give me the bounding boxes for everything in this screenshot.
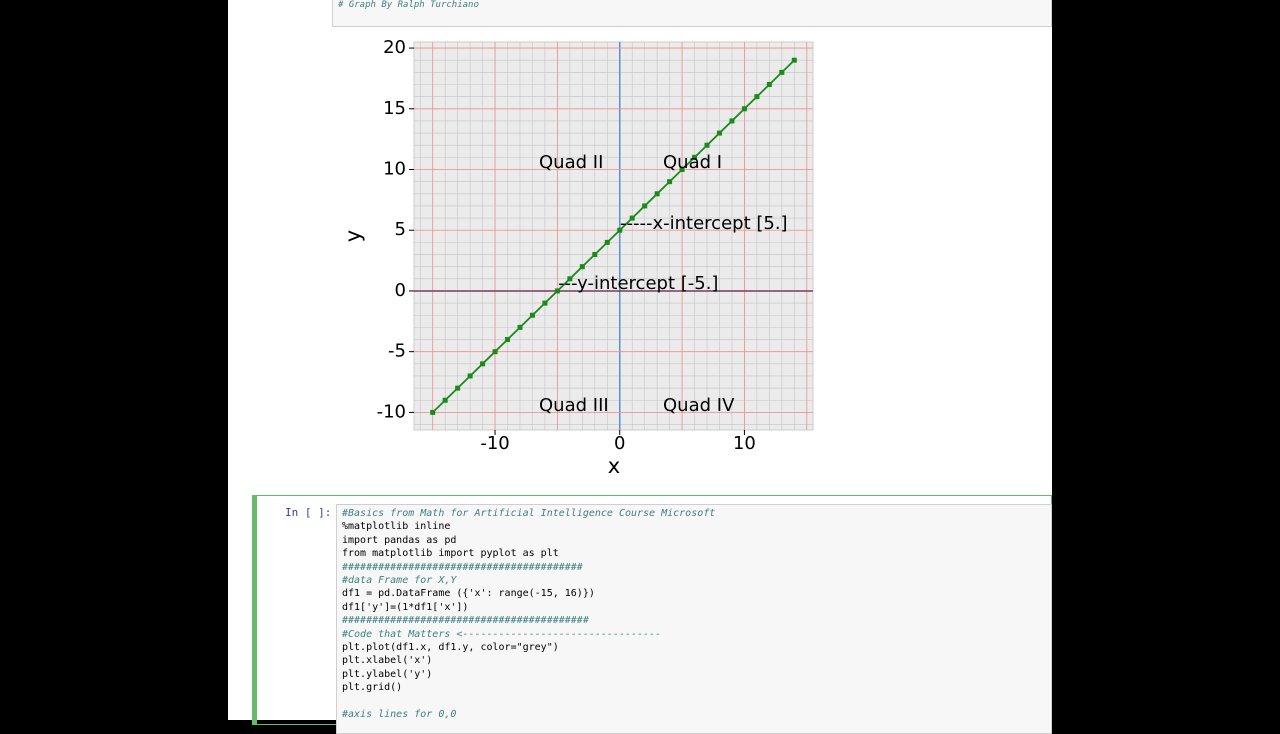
code-line: ######################################## [342,561,583,573]
data-point [741,106,747,112]
data-point [542,300,548,306]
code-line: plt.xlabel('x') [342,655,433,667]
code-line: df1 = pd.DataFrame ({'x': range(-15, 16)… [342,588,595,600]
data-point [455,385,461,391]
y-tick-label: 5 [395,219,406,240]
data-point [704,142,710,148]
annotation: Quad IV [663,395,735,416]
data-point [629,215,635,221]
data-point [604,239,610,245]
y-axis-label: y [341,230,365,242]
y-tick-label: 10 [383,159,406,180]
y-tick-label: 15 [383,98,406,119]
code-line: #axis lines for 0,0 [342,708,457,720]
data-point [754,94,760,100]
data-point [567,276,573,282]
y-tick-label: -5 [388,341,406,362]
code-line: plt.ylabel('y') [342,668,433,680]
code-editor[interactable]: #Basics from Math for Artificial Intelli… [336,504,1052,734]
data-point [617,227,623,233]
data-point [505,337,511,343]
annotation: -----x-intercept [5.] [620,213,788,234]
data-point [579,264,585,270]
output-cell: # Graph By Ralph Turchiano [332,0,1052,27]
code-line: df1['y']=(1*df1['x']) [342,601,469,613]
x-tick-label: 0 [614,433,625,454]
notebook: # Graph By Ralph Turchiano x y -10 0 10 -10… [228,0,1052,734]
annotation: Quad III [539,395,609,416]
data-point [729,118,735,124]
code-line: plt.plot(df1.x, df1.y, color="grey") [342,641,559,653]
data-point [791,57,797,63]
code-line: plt.grid() [342,682,403,694]
data-point [442,397,448,403]
data-point [654,191,660,197]
code-line: %matplotlib inline [342,521,451,533]
data-point [779,69,785,75]
y-tick-label: -10 [377,401,406,422]
data-point [492,349,498,355]
data-point [766,82,772,88]
code-cell[interactable]: In [ ]: #Basics from Math for Artificial… [252,495,1052,734]
data-point [467,373,473,379]
code-line: import pandas as pd [342,534,457,546]
data-point [679,167,685,173]
code-line [342,694,1046,707]
data-point [692,154,698,160]
data-point [480,361,486,367]
code-line: from matplotlib import pyplot as plt [342,548,559,560]
data-point [529,312,535,318]
annotation: ---y-intercept [-5.] [558,273,718,294]
data-point [642,203,648,209]
code-line: #data Frame for X,Y [342,574,457,586]
data-point [554,288,560,294]
code-line: ########################################… [342,615,589,627]
chart: x y -10 0 10 -10 -5 0 5 10 15 20 Quad II Quad I Quad… [341,37,814,478]
x-tick-label: -10 [480,433,509,454]
cell-prompt: In [ ]: [285,506,332,519]
x-tick-label: 10 [733,433,756,454]
data-point [517,324,523,330]
output-text: # Graph By Ralph Turchiano [338,0,479,10]
data-point [430,409,436,415]
code-line: #Basics from Math for Artificial Intelli… [342,508,716,519]
x-axis-label: x [608,454,620,478]
data-point [667,179,673,185]
annotation: Quad II [539,152,603,173]
data-point [592,252,598,258]
annotation: Quad I [663,152,722,173]
y-tick-label: 0 [395,280,406,301]
y-tick-label: 20 [383,37,406,58]
code-line: #Code that Matters <--------------------… [342,628,662,640]
data-point [716,130,722,136]
